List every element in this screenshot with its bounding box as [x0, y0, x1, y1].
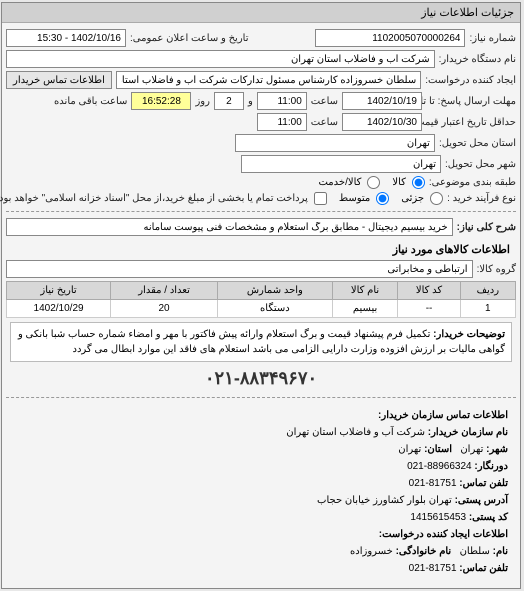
td-unit: دستگاه — [219, 300, 334, 318]
name-label: نام: — [494, 546, 509, 557]
td-code: -- — [399, 300, 461, 318]
td-row: 1 — [461, 300, 516, 318]
phone-label: تلفن تماس: — [460, 478, 509, 489]
buyer-contact-button[interactable]: اطلاعات تماس خریدار — [7, 71, 113, 89]
deadline-reply-time-input[interactable] — [258, 92, 308, 110]
radio-small[interactable] — [431, 192, 444, 205]
creator-phone-label: تلفن تماس: — [460, 563, 509, 574]
and-label: و — [249, 96, 254, 107]
big-phone: ۰۲۱-۸۸۳۴۹۶۷۰ — [7, 366, 517, 391]
days-input[interactable] — [215, 92, 245, 110]
th-unit: واحد شمارش — [219, 282, 334, 300]
th-code: کد کالا — [399, 282, 461, 300]
buyer-input[interactable] — [7, 50, 436, 68]
fax-v: 88966324-021 — [408, 461, 473, 472]
phone-v: 81751-021 — [410, 478, 458, 489]
th-row: ردیف — [461, 282, 516, 300]
remaining-time-input — [132, 92, 192, 110]
th-qty: تعداد / مقدار — [112, 282, 219, 300]
name-v: سلطان — [461, 546, 491, 557]
delivery-province-input[interactable] — [236, 134, 436, 152]
city-label: شهر: — [487, 444, 509, 455]
remaining-label: ساعت باقی مانده — [55, 96, 128, 107]
postal-label: کد پستی: — [470, 512, 509, 523]
main-panel: جزئیات اطلاعات نیاز شماره نیاز: تاریخ و … — [2, 2, 522, 589]
address-label: آدرس پستی: — [456, 495, 509, 506]
creator-label: ایجاد کننده درخواست: — [426, 75, 517, 86]
buyer-contact-block: اطلاعات تماس سازمان خریدار: نام سازمان خ… — [7, 404, 517, 582]
city-v: تهران — [461, 444, 484, 455]
td-qty: 20 — [112, 300, 219, 318]
group-label: گروه کالا: — [478, 264, 517, 275]
creator-input[interactable] — [117, 71, 422, 89]
td-date: 1402/10/29 — [8, 300, 112, 318]
notes-text: تکمیل فرم پیشنهاد قیمت و برگ استعلام وار… — [19, 329, 506, 355]
th-name: نام کالا — [333, 282, 399, 300]
postal-v: 1415615453 — [411, 512, 467, 523]
radio-service[interactable] — [368, 176, 381, 189]
group-input[interactable] — [7, 260, 474, 278]
delivery-city-input[interactable] — [242, 155, 442, 173]
validity-time-input[interactable] — [258, 113, 308, 131]
request-number-input[interactable] — [316, 29, 466, 47]
td-name: بیسیم — [333, 300, 399, 318]
time-label-1: ساعت — [312, 96, 339, 107]
radio-goods-label: کالا — [393, 177, 407, 188]
form-area: شماره نیاز: تاریخ و ساعت اعلان عمومی: نا… — [3, 23, 521, 588]
org-name-label: نام سازمان خریدار: — [429, 427, 509, 438]
contact-title: اطلاعات تماس سازمان خریدار: — [15, 408, 509, 424]
desc-label: شرح کلی نیاز: — [458, 222, 517, 233]
org-name: شرکت آب و فاضلاب استان تهران — [287, 427, 426, 438]
deadline-reply-date-input[interactable] — [343, 92, 423, 110]
treasury-check-label: پرداخت تمام یا بخشی از مبلغ خرید،از محل … — [0, 193, 309, 204]
fax-label: دورنگار: — [475, 461, 509, 472]
radio-goods[interactable] — [413, 176, 426, 189]
desc-input[interactable] — [7, 218, 454, 236]
notes-box: توضیحات خریدار: تکمیل فرم پیشنهاد قیمت و… — [11, 322, 513, 362]
request-number-label: شماره نیاز: — [470, 33, 517, 44]
announce-label: تاریخ و ساعت اعلان عمومی: — [131, 33, 250, 44]
items-title: اطلاعات کالاهای مورد نیاز — [7, 239, 517, 260]
creator-phone-v: 81751-021 — [410, 563, 458, 574]
validity-label: حداقل تاریخ اعتبار قیمت: تا تاریخ: — [427, 117, 517, 128]
radio-small-label: جزئی — [402, 193, 425, 204]
process-label: نوع فرآیند خرید : — [448, 193, 517, 204]
delivery-city-label: شهر محل تحویل: — [446, 159, 517, 170]
family-label: نام خانوادگی: — [397, 546, 453, 557]
radio-medium-label: متوسط — [340, 193, 371, 204]
delivery-province-label: استان محل تحویل: — [440, 138, 517, 149]
radio-service-label: کالا/خدمت — [319, 177, 362, 188]
topic-label: طبقه بندی موضوعی: — [430, 177, 517, 188]
province-v: تهران — [399, 444, 422, 455]
deadline-reply-label: مهلت ارسال پاسخ: تا تاریخ: — [427, 96, 517, 107]
panel-title: جزئیات اطلاعات نیاز — [3, 3, 521, 23]
th-date: تاریخ نیاز — [8, 282, 112, 300]
province-label: استان: — [425, 444, 453, 455]
announce-input[interactable] — [7, 29, 127, 47]
validity-date-input[interactable] — [343, 113, 423, 131]
table-row[interactable]: 1 -- بیسیم دستگاه 20 1402/10/29 — [8, 300, 517, 318]
family-v: خسروزاده — [351, 546, 394, 557]
table-header-row: ردیف کد کالا نام کالا واحد شمارش تعداد /… — [8, 282, 517, 300]
day-label: روز — [196, 96, 211, 107]
address-v: تهران بلوار کشاورز خیابان حجاب — [318, 495, 453, 506]
notes-label: توضیحات خریدار: — [434, 329, 506, 340]
radio-medium[interactable] — [377, 192, 390, 205]
creator-contact-title: اطلاعات ایجاد کننده درخواست: — [15, 527, 509, 543]
items-table: ردیف کد کالا نام کالا واحد شمارش تعداد /… — [7, 281, 517, 318]
treasury-checkbox[interactable] — [315, 192, 328, 205]
time-label-2: ساعت — [312, 117, 339, 128]
buyer-label: نام دستگاه خریدار: — [440, 54, 517, 65]
